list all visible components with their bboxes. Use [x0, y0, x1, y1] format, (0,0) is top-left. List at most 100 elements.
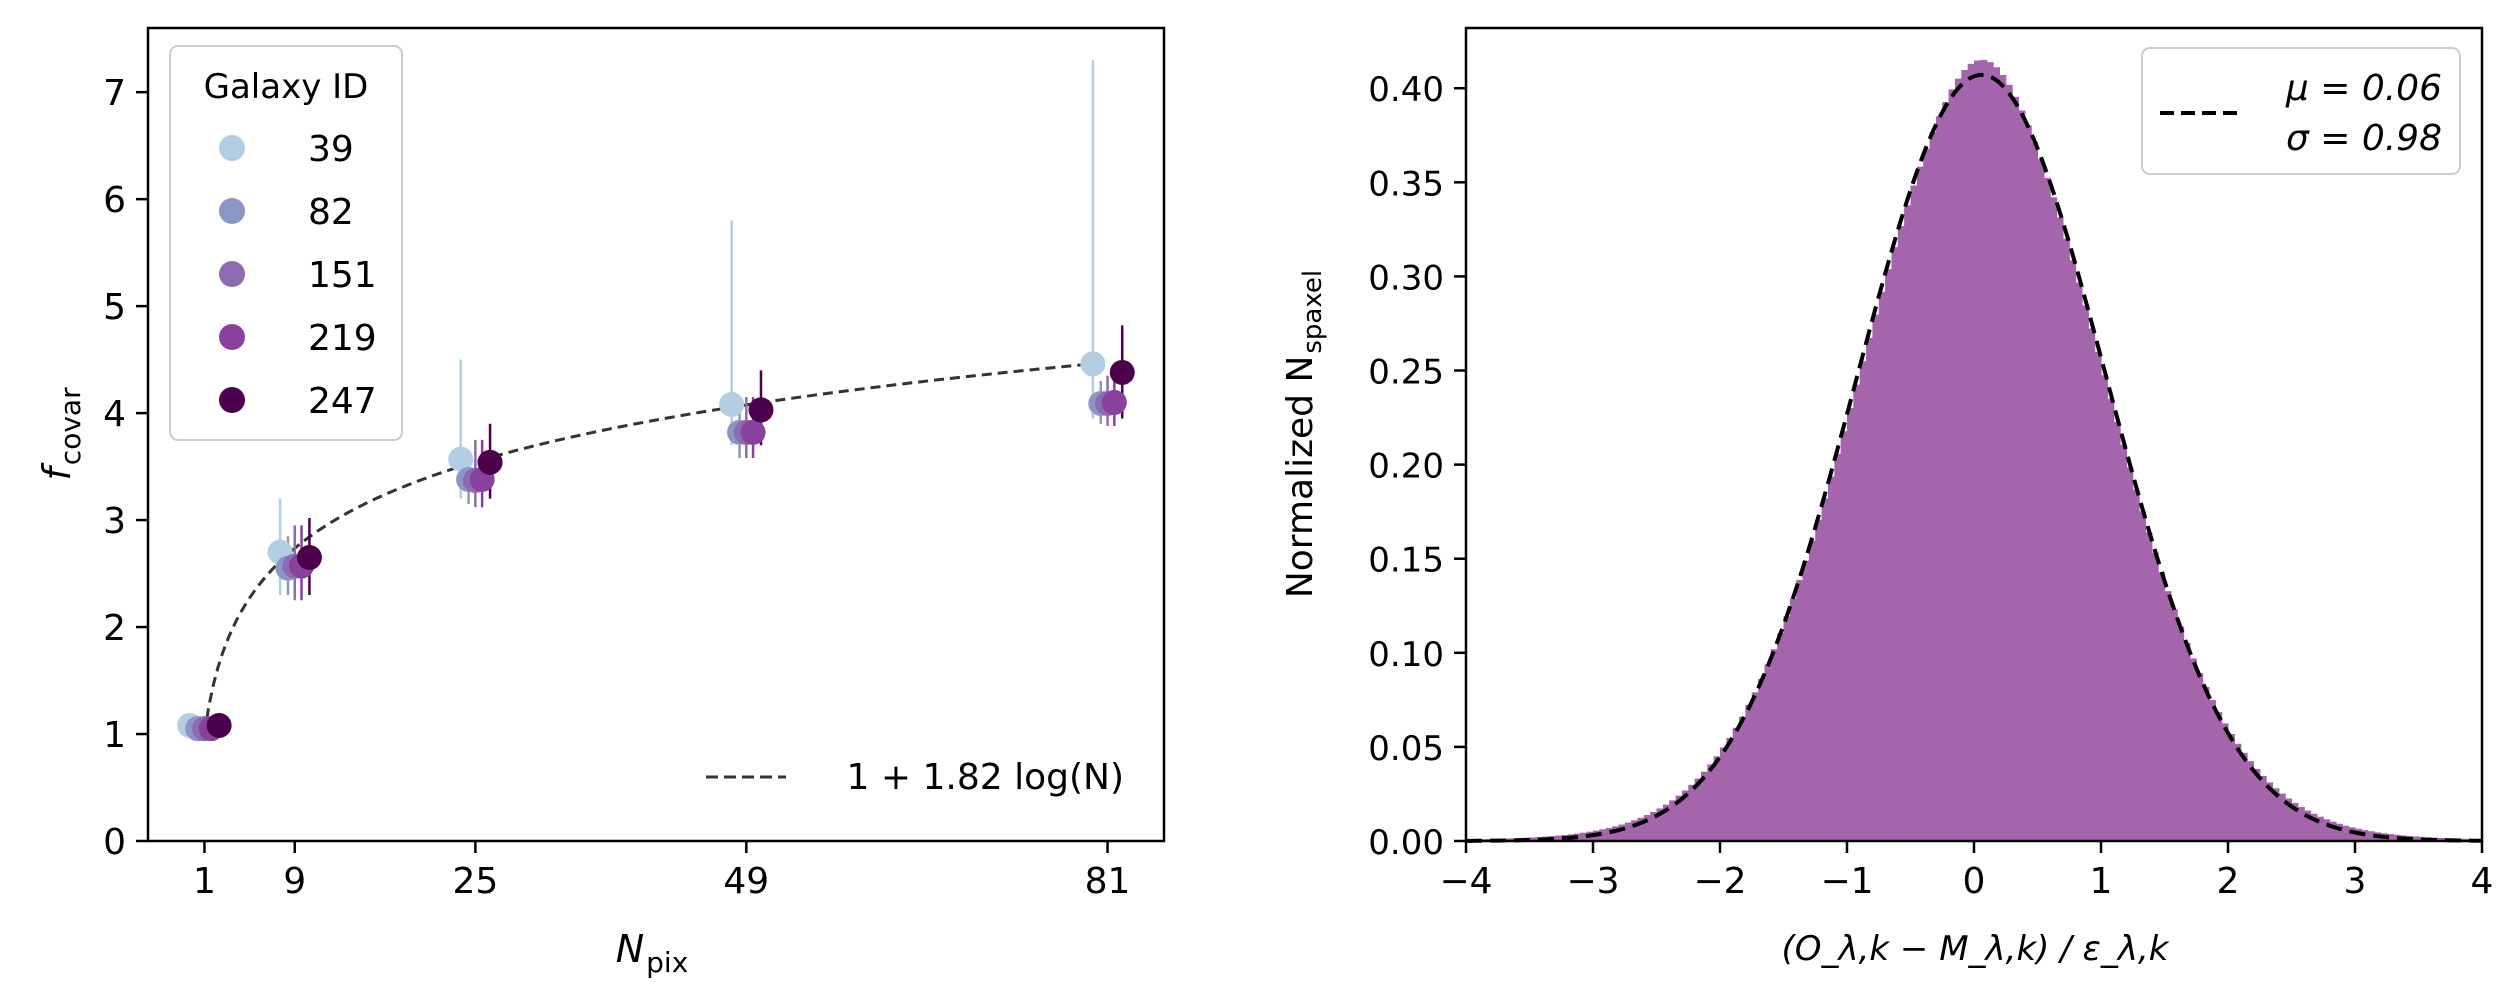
left-x-tick-label: 1: [193, 861, 216, 902]
histogram-bar: [1700, 771, 1708, 841]
histogram-bar: [2196, 673, 2204, 841]
histogram-bar: [2234, 743, 2242, 841]
legend-label-247: 247: [308, 381, 377, 422]
histogram-bar: [2005, 84, 2013, 842]
histogram-bar: [2075, 282, 2083, 841]
data-point-39: [448, 446, 474, 472]
right-y-tick-label: 0.30: [1368, 258, 1444, 298]
histogram-bar: [2062, 238, 2070, 842]
histogram-bar: [1942, 102, 1950, 841]
histogram-bar: [1840, 431, 1848, 841]
legend-marker-247: [219, 387, 245, 413]
histogram-bar: [1656, 808, 1664, 841]
right-chart: 0.000.050.100.150.200.250.300.350.40 −4−…: [1280, 26, 2494, 969]
right-y-tick-label: 0.20: [1368, 447, 1444, 487]
histogram-bar: [1732, 727, 1740, 841]
histogram-bar: [2170, 609, 2178, 841]
right-y-tick-label: 0.25: [1368, 353, 1444, 393]
histogram-bar: [1961, 70, 1969, 841]
histogram-bar: [2107, 398, 2115, 841]
histogram-bar: [1885, 269, 1893, 841]
histogram-bar: [2412, 836, 2420, 841]
histogram-bar: [1612, 826, 1619, 841]
right-x-tick-label: 0: [1963, 861, 1986, 902]
histogram-bar: [2272, 788, 2280, 841]
data-point-219: [740, 419, 766, 445]
legend-label-39: 39: [308, 129, 354, 170]
histogram-bar: [1821, 498, 1829, 841]
histogram-bar: [1554, 835, 1562, 841]
right-y-tick-label: 0.10: [1368, 635, 1444, 675]
histogram-bar: [2259, 775, 2267, 841]
left-y-tick-label: 6: [103, 180, 126, 221]
histogram-bar: [1751, 692, 1759, 841]
right-y-tick-label: 0.15: [1368, 541, 1444, 581]
histogram-bar: [2253, 768, 2261, 841]
right-y-axis-label: Normalized Nspaxel: [1280, 270, 1328, 598]
histogram-bar: [2335, 823, 2343, 841]
gaussian-fit-layer: [1465, 72, 2483, 843]
left-y-tick-label: 7: [103, 73, 126, 114]
histogram-bar: [2113, 421, 2121, 841]
histogram-bar: [2018, 110, 2026, 841]
histogram-bar: [2393, 834, 2401, 841]
histogram-bar: [1783, 616, 1791, 841]
left-x-tick-label: 9: [283, 861, 306, 902]
histogram-bar: [1834, 453, 1842, 841]
histogram-bar: [1866, 337, 1873, 841]
left-axes-frame: [146, 26, 1166, 843]
histogram-bar: [1904, 205, 1912, 841]
histogram-bar: [1777, 633, 1785, 841]
histogram-bar: [2050, 197, 2058, 841]
left-x-tick-label: 81: [1085, 861, 1131, 902]
histogram-bar: [1993, 67, 2000, 841]
histogram-bar: [2024, 125, 2032, 842]
histogram-bar: [2323, 819, 2331, 841]
legend-marker-82: [219, 198, 245, 224]
histogram-bar: [1847, 407, 1854, 841]
histogram-bar: [2247, 761, 2254, 841]
histogram-bar: [2278, 793, 2286, 841]
histogram-bar: [2342, 825, 2350, 841]
histogram-bar: [1758, 678, 1766, 841]
histogram-bar: [2177, 626, 2185, 841]
histogram-bar: [2120, 444, 2127, 841]
histogram-bar: [2228, 733, 2235, 841]
galaxy-legend: Galaxy ID 39 82 151 219 247: [169, 45, 403, 441]
histogram-bar: [1726, 738, 1734, 841]
histogram-bar: [2386, 834, 2394, 841]
right-y-tick-label: 0.40: [1368, 70, 1444, 110]
histogram-bar: [1694, 778, 1702, 841]
histogram-bar: [2266, 782, 2274, 841]
histogram-bar: [1929, 131, 1937, 841]
left-x-ticks: 1 9 25 49 81: [193, 841, 1130, 902]
histogram-bar: [1707, 764, 1715, 841]
right-x-tick-label: 3: [2344, 861, 2367, 902]
gaussian-fit-curve: [1465, 72, 2483, 843]
right-x-tick-label: 4: [2471, 861, 2494, 902]
histogram-bar: [2043, 177, 2051, 842]
left-y-tick-label: 4: [103, 394, 126, 435]
histogram-bar: [1872, 314, 1880, 841]
histogram-bar: [1910, 185, 1918, 841]
histogram-bar: [1891, 247, 1899, 841]
histogram-bar: [1688, 784, 1696, 841]
histogram-bar: [1980, 59, 1988, 841]
right-x-tick-label: 1: [2090, 861, 2113, 902]
histogram-bar: [1948, 89, 1956, 842]
histogram-bar: [2189, 658, 2197, 841]
histogram-bar: [2012, 96, 2020, 841]
histogram-bar: [2069, 260, 2077, 841]
left-y-tick-label: 2: [103, 608, 126, 649]
data-point-layer: [177, 351, 1135, 742]
data-point-247: [206, 712, 232, 738]
fit-curve: [202, 360, 1108, 735]
fit-legend-label: 1 + 1.82 log(N): [847, 757, 1124, 798]
histogram-bar: [1510, 838, 1518, 841]
histogram-bar: [1764, 664, 1772, 841]
histogram-bar: [1999, 74, 2007, 842]
right-x-tick-label: 2: [2217, 861, 2240, 902]
histogram-bar: [1967, 63, 1975, 841]
histogram-bar: [2088, 328, 2096, 841]
